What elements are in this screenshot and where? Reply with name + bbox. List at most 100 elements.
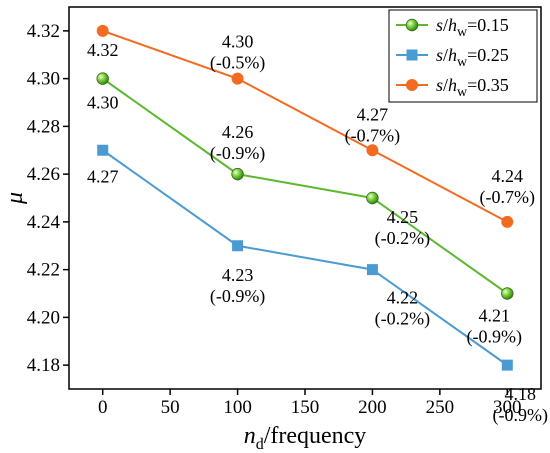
data-point xyxy=(366,264,378,276)
data-label: 4.30 (-0.5%) xyxy=(210,32,265,74)
legend-value: =0.15 xyxy=(467,15,509,35)
legend-s: s xyxy=(436,75,443,95)
data-label: 4.26 (-0.9%) xyxy=(210,122,265,164)
data-label: 4.27 (-0.7%) xyxy=(345,104,400,146)
data-labels-layer: 4.304.26 (-0.9%)4.25 (-0.2%)4.21 (-0.9%)4.2… xyxy=(87,32,548,427)
data-label-line: 4.30 xyxy=(222,32,254,52)
y-tick-label: 4.20 xyxy=(27,307,60,328)
data-label-line: (-0.9%) xyxy=(493,405,548,426)
data-point xyxy=(366,191,379,205)
legend-h: h xyxy=(448,45,457,65)
data-point xyxy=(366,144,379,157)
data-label: 4.24 (-0.7%) xyxy=(480,166,535,208)
data-label-line: (-0.9%) xyxy=(210,143,265,164)
data-label-line: (-0.9%) xyxy=(467,327,522,348)
x-axis-label-rest: /frequency xyxy=(264,423,367,449)
data-label-line: (-0.7%) xyxy=(345,125,400,146)
axis-ticks: 0 50 100 150 200 250 3004.184.204.224.244.264.… xyxy=(27,21,522,418)
data-label-line: 4.32 xyxy=(87,40,119,60)
data-label-line: (-0.7%) xyxy=(480,187,535,208)
data-label-line: 4.27 xyxy=(87,166,119,186)
data-label-line: (-0.2%) xyxy=(375,228,430,249)
series-line xyxy=(102,77,508,295)
x-tick-label: 300 xyxy=(493,397,522,418)
x-tick-label: 150 xyxy=(291,397,320,418)
legend-sub: w xyxy=(457,25,468,40)
data-point xyxy=(501,215,514,228)
legend-item-1: s/hw=0.15 xyxy=(396,15,509,40)
legend-item-3: s/hw=0.35 xyxy=(396,75,509,100)
y-tick-label: 4.22 xyxy=(27,260,60,281)
y-tick-label: 4.32 xyxy=(27,21,60,42)
y-tick-label: 4.24 xyxy=(27,212,61,233)
legend-h: h xyxy=(448,15,457,35)
data-label: 4.32 xyxy=(87,40,119,60)
data-label: 4.21 (-0.9%) xyxy=(467,306,522,348)
series-3 xyxy=(96,24,514,228)
legend-label: s/hw=0.15 xyxy=(436,15,509,40)
legend-slash: / xyxy=(443,45,448,65)
data-label-line: 4.23 xyxy=(222,265,254,285)
legend-marker xyxy=(406,49,418,61)
legend-s: s xyxy=(436,15,443,35)
series-line xyxy=(102,29,508,223)
data-label-line: 4.27 xyxy=(357,104,389,124)
data-point xyxy=(501,359,513,371)
data-point xyxy=(97,144,109,156)
data-label: 4.27 xyxy=(87,166,119,186)
data-label-line: 4.21 xyxy=(479,306,511,326)
data-point xyxy=(231,167,244,181)
data-label-line: (-0.9%) xyxy=(210,286,265,307)
legend-s: s xyxy=(436,45,443,65)
legend-sub: w xyxy=(457,55,468,70)
data-point xyxy=(501,287,514,300)
legend-item-2: s/hw=0.25 xyxy=(396,45,509,70)
x-tick-label: 250 xyxy=(426,397,455,418)
x-tick-label: 200 xyxy=(358,397,387,418)
y-tick-label: 4.18 xyxy=(27,355,60,376)
x-axis-label-main: n xyxy=(244,423,256,449)
legend-label: s/hw=0.25 xyxy=(436,45,509,70)
series-line xyxy=(102,149,508,366)
data-label-line: 4.30 xyxy=(87,93,119,113)
x-axis-label-sub: d xyxy=(256,436,264,453)
data-label-line: (-0.5%) xyxy=(210,53,265,74)
legend-h: h xyxy=(448,75,457,95)
legend-value: =0.25 xyxy=(467,45,509,65)
legend-marker xyxy=(405,18,419,32)
data-label: 4.30 xyxy=(87,93,119,113)
y-axis-label: μ xyxy=(2,192,28,205)
legend-marker xyxy=(406,79,418,91)
data-label-line: (-0.2%) xyxy=(375,309,430,330)
data-point xyxy=(96,24,109,37)
series-1 xyxy=(96,72,514,300)
legend-items: s/hw=0.15s/hw=0.25s/hw=0.35 xyxy=(396,15,509,100)
y-tick-label: 4.30 xyxy=(27,69,60,90)
data-label-line: 4.25 xyxy=(387,207,419,227)
series-layer xyxy=(96,24,514,371)
data-point xyxy=(232,240,244,252)
data-label-line: 4.22 xyxy=(387,288,419,308)
x-tick-label: 0 xyxy=(98,397,108,418)
y-tick-label: 4.26 xyxy=(27,164,60,185)
x-tick-label: 50 xyxy=(161,397,180,418)
data-point xyxy=(231,72,244,85)
legend-sub: w xyxy=(457,85,468,100)
data-label-line: 4.24 xyxy=(492,166,524,186)
x-tick-label: 100 xyxy=(223,397,252,418)
legend-slash: / xyxy=(443,15,448,35)
legend-value: =0.35 xyxy=(467,75,509,95)
x-axis-label: nd/frequency xyxy=(244,423,367,453)
data-label: 4.25 (-0.2%) xyxy=(375,207,430,249)
data-label-line: 4.18 xyxy=(505,384,537,404)
data-label: 4.18 (-0.9%) xyxy=(493,384,548,426)
data-label: 4.23 (-0.9%) xyxy=(210,265,265,307)
data-point xyxy=(96,72,109,85)
data-label-line: 4.26 xyxy=(222,122,254,142)
legend-slash: / xyxy=(443,75,448,95)
y-tick-label: 4.28 xyxy=(27,116,60,137)
legend-label: s/hw=0.35 xyxy=(436,75,509,100)
legend: s/hw=0.15s/hw=0.25s/hw=0.35 xyxy=(388,9,538,103)
series-2 xyxy=(97,144,513,371)
